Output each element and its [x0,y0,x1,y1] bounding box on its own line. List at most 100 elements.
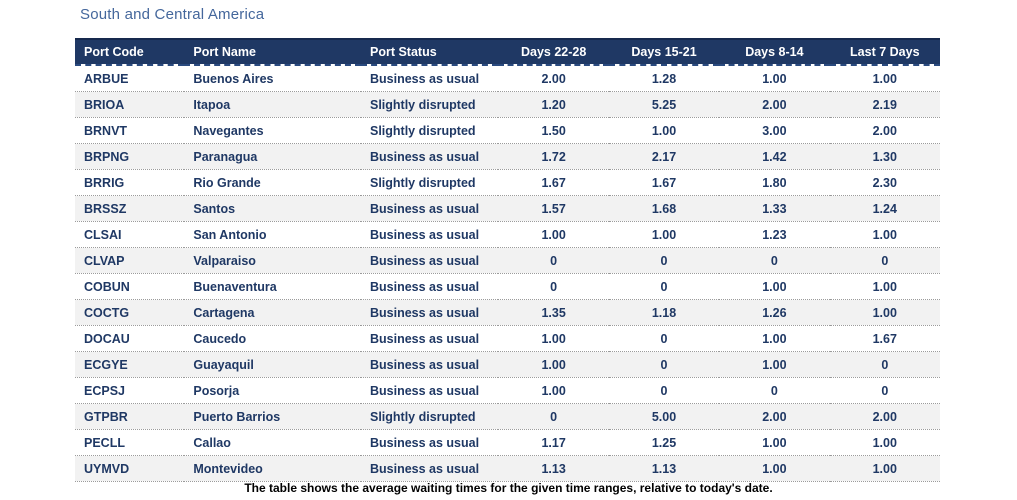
days-22-28-cell: 1.67 [498,169,609,196]
days-22-28-cell: 0 [498,247,609,274]
last-7-days-cell: 0 [829,351,940,378]
port-code-cell: UYMVD [75,455,185,482]
port-code-cell: GTPBR [75,403,185,430]
days-8-14-cell: 1.00 [719,65,830,92]
port-status-cell: Slightly disrupted [360,169,499,196]
days-8-14-cell: 2.00 [719,91,830,118]
column-header-port-code: Port Code [75,38,185,66]
days-15-21-cell: 1.67 [608,169,720,196]
days-22-28-cell: 1.20 [498,91,609,118]
last-7-days-cell: 1.00 [829,455,940,482]
days-15-21-cell: 1.28 [608,65,720,92]
port-status-cell: Business as usual [360,377,499,404]
port-name-cell: Buenaventura [184,273,361,300]
days-22-28-cell: 1.72 [498,143,609,170]
last-7-days-cell: 2.30 [829,169,940,196]
column-header-last-7-days: Last 7 Days [829,38,940,66]
last-7-days-cell: 1.00 [829,65,940,92]
last-7-days-cell: 1.00 [829,273,940,300]
port-status-cell: Business as usual [360,221,499,248]
table-row: CLVAP Valparaiso Business as usual 0 0 0… [75,247,940,274]
port-code-cell: ECGYE [75,351,185,378]
days-8-14-cell: 0 [719,247,830,274]
days-8-14-cell: 2.00 [719,403,830,430]
port-status-cell: Business as usual [360,143,499,170]
port-status-cell: Business as usual [360,65,499,92]
port-name-cell: Montevideo [184,455,361,482]
port-name-cell: Callao [184,429,361,456]
days-15-21-cell: 1.68 [608,195,720,222]
table-row: ECGYE Guayaquil Business as usual 1.00 0… [75,351,940,378]
days-8-14-cell: 1.42 [719,143,830,170]
last-7-days-cell: 1.30 [829,143,940,170]
port-waiting-times-table: Port Code Port Name Port Status Days 22-… [75,38,940,482]
port-status-cell: Business as usual [360,455,499,482]
port-name-cell: Navegantes [184,117,361,144]
days-8-14-cell: 1.80 [719,169,830,196]
port-name-cell: Rio Grande [184,169,361,196]
table-header: Port Code Port Name Port Status Days 22-… [75,38,940,66]
days-8-14-cell: 1.00 [719,429,830,456]
days-15-21-cell: 0 [608,377,720,404]
port-status-cell: Business as usual [360,195,499,222]
port-code-cell: PECLL [75,429,185,456]
port-status-cell: Business as usual [360,429,499,456]
table-row: CLSAI San Antonio Business as usual 1.00… [75,221,940,248]
days-22-28-cell: 0 [498,273,609,300]
days-22-28-cell: 1.00 [498,221,609,248]
last-7-days-cell: 2.19 [829,91,940,118]
days-22-28-cell: 1.35 [498,299,609,326]
port-code-cell: COCTG [75,299,185,326]
table-row: GTPBR Puerto Barrios Slightly disrupted … [75,403,940,430]
days-22-28-cell: 0 [498,403,609,430]
page-title: South and Central America [80,6,265,23]
port-name-cell: Paranagua [184,143,361,170]
port-name-cell: Cartagena [184,299,361,326]
port-code-cell: BRNVT [75,117,185,144]
table-row: UYMVD Montevideo Business as usual 1.13 … [75,455,940,482]
port-code-cell: COBUN [75,273,185,300]
days-15-21-cell: 0 [608,247,720,274]
last-7-days-cell: 1.00 [829,299,940,326]
days-8-14-cell: 1.00 [719,455,830,482]
column-header-days-8-14: Days 8-14 [719,38,830,66]
port-status-cell: Business as usual [360,273,499,300]
table-row: DOCAU Caucedo Business as usual 1.00 0 1… [75,325,940,352]
table-caption: The table shows the average waiting time… [244,481,773,495]
last-7-days-cell: 2.00 [829,117,940,144]
port-name-cell: Santos [184,195,361,222]
days-22-28-cell: 2.00 [498,65,609,92]
column-header-days-22-28: Days 22-28 [498,38,609,66]
days-22-28-cell: 1.00 [498,377,609,404]
port-name-cell: Itapoa [184,91,361,118]
port-name-cell: Puerto Barrios [184,403,361,430]
last-7-days-cell: 1.67 [829,325,940,352]
last-7-days-cell: 1.24 [829,195,940,222]
table-row: ECPSJ Posorja Business as usual 1.00 0 0… [75,377,940,404]
port-name-cell: Valparaiso [184,247,361,274]
table-row: BRSSZ Santos Business as usual 1.57 1.68… [75,195,940,222]
port-code-cell: BRSSZ [75,195,185,222]
days-8-14-cell: 1.23 [719,221,830,248]
port-status-cell: Business as usual [360,299,499,326]
port-status-cell: Business as usual [360,351,499,378]
port-name-cell: Guayaquil [184,351,361,378]
column-header-port-status: Port Status [360,38,499,66]
table-row: ARBUE Buenos Aires Business as usual 2.0… [75,65,940,92]
port-status-cell: Slightly disrupted [360,403,499,430]
last-7-days-cell: 0 [829,247,940,274]
last-7-days-cell: 1.00 [829,429,940,456]
days-15-21-cell: 5.25 [608,91,720,118]
port-name-cell: Caucedo [184,325,361,352]
days-8-14-cell: 1.00 [719,351,830,378]
days-8-14-cell: 0 [719,377,830,404]
port-code-cell: BRRIG [75,169,185,196]
days-8-14-cell: 1.33 [719,195,830,222]
port-code-cell: ARBUE [75,65,185,92]
table-row: BRIOA Itapoa Slightly disrupted 1.20 5.2… [75,91,940,118]
table-row: BRRIG Rio Grande Slightly disrupted 1.67… [75,169,940,196]
days-15-21-cell: 1.13 [608,455,720,482]
days-15-21-cell: 1.18 [608,299,720,326]
days-22-28-cell: 1.00 [498,325,609,352]
